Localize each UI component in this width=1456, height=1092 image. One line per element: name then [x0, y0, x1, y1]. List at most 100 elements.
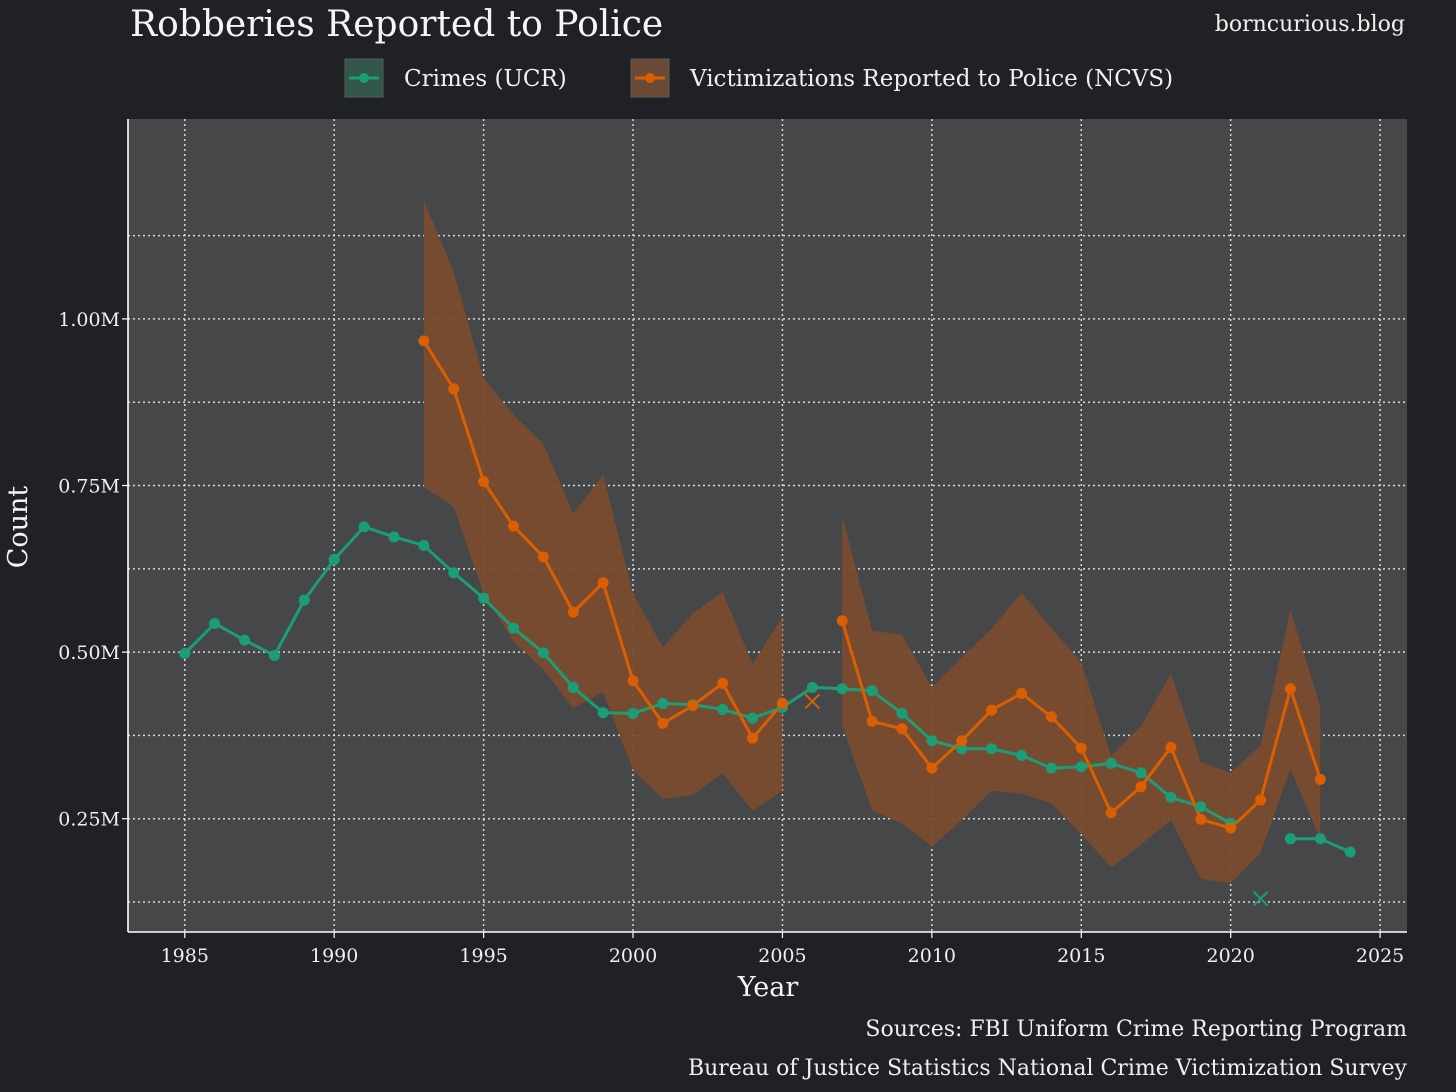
ucr-point-2009 [896, 707, 908, 719]
ucr-point-2008 [866, 685, 878, 697]
ucr-point-2017 [1135, 767, 1147, 779]
ncvs-point-2021 [1255, 794, 1267, 806]
ucr-point-1998 [567, 681, 579, 693]
ucr-point-2018 [1165, 791, 1177, 803]
ncvs-point-2001 [657, 717, 669, 729]
ucr-point-2007 [836, 683, 848, 695]
ncvs-point-1999 [597, 577, 609, 589]
blog-name: borncurious.blog [1215, 12, 1405, 37]
ucr-point-1995 [478, 592, 490, 604]
ucr-point-2024 [1344, 846, 1356, 858]
ncvs-band-segment-1 [423, 200, 783, 811]
ucr-point-1996 [507, 622, 519, 634]
y-tick-label-0.25M: 0.25M [58, 809, 120, 831]
ucr-point-2014 [1045, 762, 1057, 774]
ncvs-point-2015 [1075, 742, 1087, 754]
ncvs-point-1997 [537, 551, 549, 563]
ucr-point-2010 [926, 735, 938, 747]
legend-item-ucr: Crimes (UCR) [344, 58, 567, 98]
ucr-point-1988 [268, 649, 280, 661]
ucr-point-2004 [747, 712, 759, 724]
ncvs-point-2018 [1165, 741, 1177, 753]
ncvs-point-1996 [507, 520, 519, 532]
ucr-point-1993 [418, 539, 430, 551]
legend: Crimes (UCR) Victimizations Reported to … [344, 58, 1173, 98]
x-tick-label-2000: 2000 [609, 945, 657, 967]
ncvs-point-2011 [956, 735, 968, 747]
x-tick-label-2020: 2020 [1207, 945, 1255, 967]
ucr-point-2006 [806, 681, 818, 693]
ucr-point-2012 [986, 743, 998, 755]
ncvs-point-1994 [448, 383, 460, 395]
ucr-point-2022 [1284, 833, 1296, 845]
ncvs-point-2017 [1135, 781, 1147, 793]
ncvs-point-2009 [896, 723, 908, 735]
ncvs-point-2000 [627, 675, 639, 687]
x-tick-label-2025: 2025 [1356, 945, 1404, 967]
ucr-point-2011 [956, 743, 968, 755]
legend-marker-ncvs [645, 73, 655, 83]
ucr-point-1997 [537, 647, 549, 659]
ucr-x-stroke-b-2021 [1252, 890, 1269, 907]
ncvs-point-1998 [567, 606, 579, 618]
ucr-point-1986 [209, 617, 221, 629]
x-axis-ticks: 1985 1990 1995 2000 2005 2010 2015 2020 2025 [161, 932, 1404, 967]
ncvs-point-2010 [926, 762, 938, 774]
ucr-point-1989 [298, 594, 310, 606]
ucr-point-1999 [597, 707, 609, 719]
ncvs-point-2007 [836, 615, 848, 627]
y-tick-label-0.50M: 0.50M [58, 642, 120, 664]
legend-label-ncvs: Victimizations Reported to Police (NCVS) [689, 66, 1173, 92]
ucr-point-2019 [1195, 801, 1207, 813]
ncvs-point-2005 [776, 697, 788, 709]
ucr-point-2001 [657, 697, 669, 709]
ncvs-point-2014 [1045, 711, 1057, 723]
ucr-point-2000 [627, 707, 639, 719]
ucr-point-2016 [1105, 757, 1117, 769]
y-axis-ticks: 0.25M 0.50M 0.75M 1.00M [58, 309, 128, 831]
ucr-point-2015 [1075, 761, 1087, 773]
ncvs-point-2003 [717, 677, 729, 689]
ncvs-point-2019 [1195, 813, 1207, 825]
ncvs-point-1995 [478, 476, 490, 488]
series-points [179, 335, 1356, 907]
legend-label-ucr: Crimes (UCR) [404, 66, 567, 92]
ncvs-point-1993 [418, 335, 430, 347]
ucr-point-1991 [358, 521, 370, 533]
x-tick-label-2015: 2015 [1057, 945, 1105, 967]
ncvs-point-2020 [1225, 822, 1237, 834]
ncvs-x-marker-2006 [804, 693, 821, 710]
chart-title: Robberies Reported to Police [130, 4, 663, 45]
ncvs-point-2008 [866, 715, 878, 727]
ucr-point-2003 [717, 703, 729, 715]
legend-item-ncvs: Victimizations Reported to Police (NCVS) [630, 58, 1173, 98]
x-tick-label-1990: 1990 [310, 945, 358, 967]
ncvs-point-2022 [1284, 683, 1296, 695]
source-line-1: Sources: FBI Uniform Crime Reporting Pro… [865, 1017, 1407, 1042]
y-tick-label-1.00M: 1.00M [58, 309, 120, 331]
ncvs-confidence-bands [423, 200, 1321, 884]
y-axis-title: Count [3, 486, 34, 569]
ucr-point-1985 [179, 647, 191, 659]
source-line-2: Bureau of Justice Statistics National Cr… [688, 1056, 1408, 1081]
ncvs-x-stroke-b-2006 [804, 693, 821, 710]
ncvs-point-2012 [986, 704, 998, 716]
ncvs-point-2004 [747, 732, 759, 744]
ucr-point-1987 [239, 634, 251, 646]
ucr-point-2023 [1314, 833, 1326, 845]
ucr-x-marker-2021 [1252, 890, 1269, 907]
x-tick-label-2010: 2010 [908, 945, 956, 967]
x-axis-title: Year [737, 972, 799, 1003]
x-tick-label-2005: 2005 [758, 945, 806, 967]
ucr-point-2013 [1016, 749, 1028, 761]
ucr-point-1992 [388, 531, 400, 543]
ncvs-point-2016 [1105, 807, 1117, 819]
y-tick-label-0.75M: 0.75M [58, 476, 120, 498]
x-tick-label-1995: 1995 [459, 945, 507, 967]
ncvs-point-2023 [1314, 773, 1326, 785]
ncvs-point-2002 [687, 699, 699, 711]
grid-lines [128, 119, 1407, 932]
x-tick-label-1985: 1985 [161, 945, 209, 967]
ncvs-point-2013 [1016, 687, 1028, 699]
